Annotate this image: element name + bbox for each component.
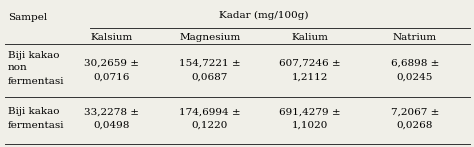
- Text: 1,1020: 1,1020: [292, 121, 328, 130]
- Text: 6,6898 ±: 6,6898 ±: [391, 59, 439, 67]
- Text: 30,2659 ±: 30,2659 ±: [84, 59, 139, 67]
- Text: 0,0245: 0,0245: [397, 72, 433, 81]
- Text: 607,7246 ±: 607,7246 ±: [279, 59, 341, 67]
- Text: 0,0268: 0,0268: [397, 121, 433, 130]
- Text: Biji kakao: Biji kakao: [8, 51, 60, 60]
- Text: fermentasi: fermentasi: [8, 76, 64, 86]
- Text: 154,7221 ±: 154,7221 ±: [179, 59, 241, 67]
- Text: Natrium: Natrium: [393, 32, 437, 41]
- Text: non: non: [8, 64, 28, 72]
- Text: 1,2112: 1,2112: [292, 72, 328, 81]
- Text: Kadar (mg/100g): Kadar (mg/100g): [219, 10, 308, 20]
- Text: fermentasi: fermentasi: [8, 121, 64, 130]
- Text: Kalium: Kalium: [292, 32, 328, 41]
- Text: 0,0498: 0,0498: [94, 121, 130, 130]
- Text: 0,0687: 0,0687: [192, 72, 228, 81]
- Text: 33,2278 ±: 33,2278 ±: [84, 107, 139, 117]
- Text: 0,1220: 0,1220: [192, 121, 228, 130]
- Text: Kalsium: Kalsium: [91, 32, 133, 41]
- Text: Biji kakao: Biji kakao: [8, 107, 60, 117]
- Text: 174,6994 ±: 174,6994 ±: [179, 107, 241, 117]
- Text: Sampel: Sampel: [8, 14, 47, 22]
- Text: 691,4279 ±: 691,4279 ±: [279, 107, 341, 117]
- Text: 0,0716: 0,0716: [94, 72, 130, 81]
- Text: 7,2067 ±: 7,2067 ±: [391, 107, 439, 117]
- Text: Magnesium: Magnesium: [179, 32, 241, 41]
